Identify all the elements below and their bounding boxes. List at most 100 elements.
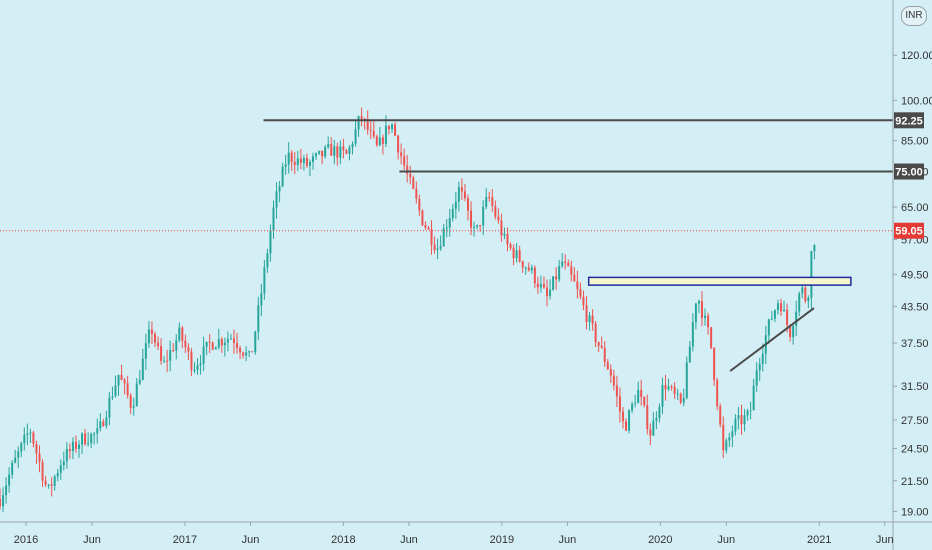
candle-body: [302, 157, 305, 163]
candle-body: [120, 374, 123, 380]
candle-body: [755, 370, 758, 386]
candle-body: [412, 177, 415, 189]
candle-body: [573, 274, 576, 282]
price-tick-label: 100.00: [901, 95, 932, 107]
candle-body: [284, 164, 287, 167]
time-axis[interactable]: 2016 Jun 2017 Jun 2018 Jun 2019 Jun 2020 Jun 2021 J…: [0, 521, 932, 546]
candle-body: [567, 262, 570, 267]
candle-body: [463, 191, 466, 199]
candle-body: [138, 379, 141, 384]
candle-body: [664, 384, 667, 390]
candle-body: [421, 210, 424, 226]
candle-body: [348, 147, 351, 154]
candle-body: [126, 383, 129, 396]
candle-body: [451, 208, 454, 219]
candle-body: [491, 197, 494, 207]
candle-body: [658, 406, 661, 418]
candle-body: [600, 345, 603, 348]
candle-body: [539, 284, 542, 288]
candle-body: [81, 433, 84, 445]
candle-body: [254, 331, 257, 353]
candle-body: [56, 472, 59, 477]
candle-body: [327, 144, 330, 147]
candle-body: [448, 218, 451, 228]
candle-body: [178, 327, 181, 341]
candle-body: [506, 233, 509, 245]
candle-body: [199, 363, 202, 366]
price-tick-label: 31.50: [901, 381, 929, 393]
candle-body: [0, 498, 1, 507]
candle-body: [202, 346, 205, 364]
candle-body: [679, 393, 682, 403]
candle-body: [117, 374, 120, 386]
candle-body: [169, 350, 172, 361]
candle-body: [345, 150, 348, 154]
candle-body: [433, 244, 436, 251]
price-tick-label: 24.50: [901, 443, 929, 455]
candle-body: [275, 191, 278, 208]
candle-body: [93, 433, 96, 435]
candle-body: [387, 125, 390, 130]
price-axis[interactable]: 19.00 21.50 24.50 27.50 31.50 37.50 43.50 49.50…: [892, 0, 932, 550]
candle-body: [436, 248, 439, 251]
candle-body: [190, 351, 193, 371]
candle-body: [579, 288, 582, 297]
candle-body: [442, 228, 445, 247]
candle-body: [260, 293, 263, 306]
candle-body: [758, 363, 761, 371]
candle-body: [184, 340, 187, 348]
candle-body: [807, 297, 810, 301]
candle-body: [527, 267, 530, 271]
candle-body: [160, 346, 163, 361]
candle-body: [536, 283, 539, 288]
price-tick-label: 65.00: [901, 202, 929, 214]
candle-body: [509, 244, 512, 249]
candle-body: [96, 428, 99, 434]
candle-body: [427, 227, 430, 230]
candle-body: [795, 311, 798, 327]
candle-body: [208, 341, 211, 343]
candle-body: [193, 369, 196, 371]
candle-body: [20, 443, 23, 452]
currency-badge[interactable]: INR: [901, 6, 927, 26]
candle-body: [625, 421, 628, 431]
candle-body: [603, 347, 606, 363]
candle-body: [2, 495, 5, 507]
candle-body: [585, 305, 588, 322]
candle-body: [746, 410, 749, 416]
candle-body: [226, 339, 229, 343]
candle-body: [293, 162, 296, 166]
candle-body: [29, 432, 32, 434]
candle-body: [430, 229, 433, 245]
candle-body: [372, 130, 375, 137]
candle-body: [494, 206, 497, 217]
candle-body: [123, 379, 126, 384]
candle-body: [62, 461, 65, 466]
candle-body: [397, 135, 400, 153]
last-price-tag: [894, 222, 924, 239]
candle-body: [503, 233, 506, 236]
time-tick-label: Jun: [242, 534, 260, 546]
candle-body: [339, 146, 342, 158]
candle-body: [621, 411, 624, 422]
trendline: [729, 307, 815, 372]
candle-body: [157, 342, 160, 347]
candle-body: [330, 144, 333, 156]
candle-body: [8, 474, 11, 486]
candle-body: [14, 457, 17, 463]
candle-body: [99, 421, 102, 429]
candle-body: [555, 276, 558, 280]
candle-body: [497, 216, 500, 221]
candle-body: [801, 287, 804, 294]
candle-body: [631, 404, 634, 411]
candle-body: [570, 266, 573, 275]
candle-body: [804, 287, 807, 301]
candle-body: [582, 296, 585, 306]
time-tick-label: Jun: [717, 534, 735, 546]
candle-body: [694, 303, 697, 323]
candle-body: [470, 210, 473, 228]
candle-body: [652, 420, 655, 436]
candle-body: [521, 261, 524, 268]
